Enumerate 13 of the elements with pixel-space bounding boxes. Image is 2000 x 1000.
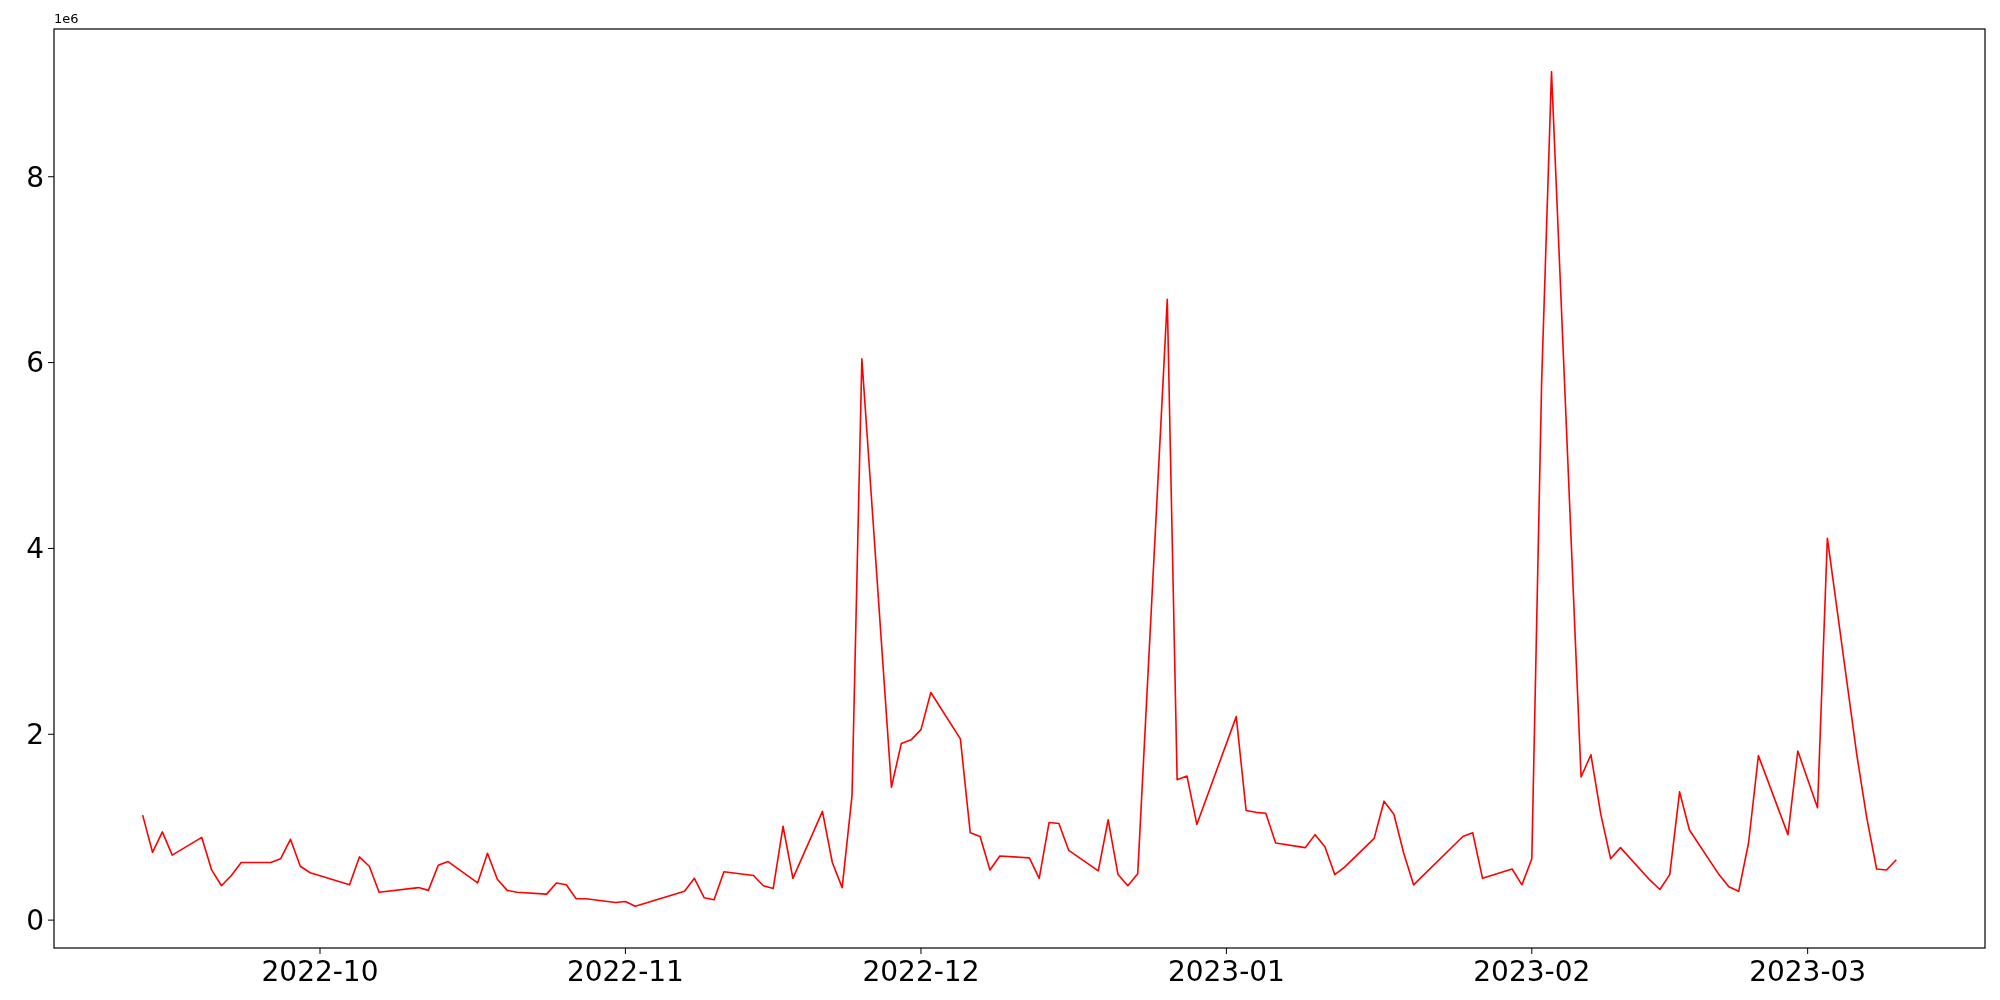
line-series (141, 70, 1898, 907)
x-tick-label: 2022-10 (261, 955, 379, 988)
y-tick-label: 2 (26, 718, 44, 752)
x-tick-label: 2022-11 (566, 955, 684, 988)
text: 1e6 (54, 11, 79, 26)
x-tick-label: 2023-03 (1749, 955, 1867, 988)
y-tick-label: 6 (26, 346, 44, 380)
x-tick-label: 2023-01 (1167, 955, 1285, 988)
y-tick-label: 0 (26, 903, 44, 937)
x-tick-label: 2023-02 (1473, 955, 1591, 988)
y-tick-label: 4 (26, 532, 44, 566)
x-tick-label: 2022-12 (862, 955, 980, 988)
y-tick-label: 8 (26, 160, 44, 194)
